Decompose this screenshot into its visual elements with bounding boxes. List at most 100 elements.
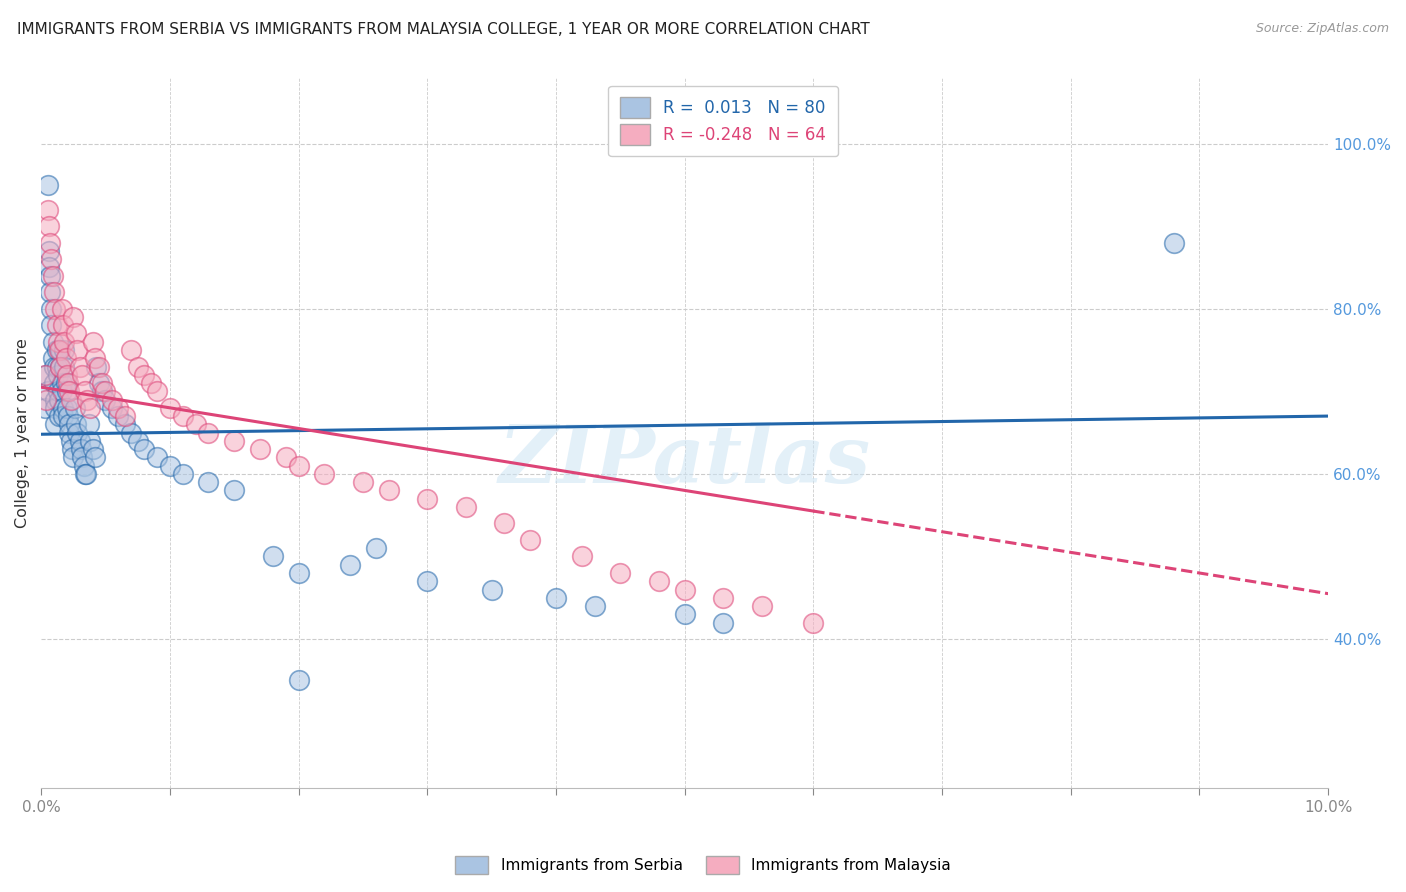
Point: [751, 599, 773, 613]
Text: IMMIGRANTS FROM SERBIA VS IMMIGRANTS FROM MALAYSIA COLLEGE, 1 YEAR OR MORE CORRE: IMMIGRANTS FROM SERBIA VS IMMIGRANTS FRO…: [17, 22, 870, 37]
Point: [48, 343, 70, 357]
Point: [44, 417, 66, 432]
Point: [53, 359, 76, 374]
Point: [146, 384, 169, 399]
Point: [377, 483, 399, 498]
Point: [37, 384, 59, 399]
Point: [75, 467, 97, 481]
Point: [76, 392, 98, 407]
Point: [101, 401, 124, 415]
Point: [127, 434, 149, 448]
Point: [673, 582, 696, 597]
Point: [62, 310, 84, 324]
Point: [42, 285, 65, 300]
Point: [65, 417, 87, 432]
Point: [82, 334, 104, 349]
Point: [45, 318, 67, 333]
Point: [224, 434, 246, 448]
Point: [60, 442, 83, 456]
Point: [41, 252, 63, 267]
Y-axis label: College, 1 year or more: College, 1 year or more: [15, 338, 30, 527]
Legend: R =  0.013   N = 80, R = -0.248   N = 64: R = 0.013 N = 80, R = -0.248 N = 64: [609, 86, 838, 156]
Point: [38, 260, 60, 275]
Legend: Immigrants from Serbia, Immigrants from Malaysia: Immigrants from Serbia, Immigrants from …: [449, 850, 957, 880]
Point: [51, 376, 73, 390]
Point: [609, 566, 631, 580]
Point: [37, 202, 59, 217]
Point: [63, 401, 86, 415]
Point: [45, 359, 67, 374]
Point: [58, 417, 80, 432]
Point: [132, 442, 155, 456]
Point: [197, 425, 219, 440]
Point: [55, 376, 77, 390]
Point: [73, 384, 96, 399]
Point: [45, 343, 67, 357]
Point: [127, 359, 149, 374]
Point: [77, 417, 100, 432]
Point: [44, 392, 66, 407]
Point: [49, 359, 72, 374]
Point: [86, 359, 108, 374]
Point: [711, 615, 734, 630]
Point: [114, 409, 136, 423]
Point: [94, 384, 117, 399]
Point: [101, 392, 124, 407]
Point: [711, 591, 734, 605]
Point: [274, 450, 297, 465]
Point: [416, 491, 439, 506]
Point: [41, 318, 63, 333]
Point: [454, 500, 477, 514]
Point: [44, 401, 66, 415]
Point: [35, 368, 58, 382]
Point: [648, 574, 671, 589]
Point: [287, 458, 309, 473]
Point: [352, 475, 374, 490]
Point: [146, 450, 169, 465]
Point: [73, 467, 96, 481]
Point: [39, 285, 62, 300]
Point: [519, 533, 541, 547]
Point: [69, 434, 91, 448]
Point: [58, 425, 80, 440]
Point: [62, 450, 84, 465]
Point: [35, 392, 58, 407]
Point: [107, 401, 129, 415]
Point: [72, 368, 94, 382]
Point: [224, 483, 246, 498]
Point: [481, 582, 503, 597]
Point: [46, 334, 69, 349]
Point: [84, 351, 107, 366]
Point: [49, 359, 72, 374]
Point: [132, 368, 155, 382]
Point: [56, 409, 79, 423]
Point: [364, 541, 387, 556]
Point: [673, 607, 696, 622]
Point: [87, 376, 110, 390]
Point: [87, 359, 110, 374]
Point: [37, 178, 59, 192]
Point: [44, 301, 66, 316]
Point: [90, 376, 112, 390]
Point: [583, 599, 606, 613]
Point: [159, 458, 181, 473]
Point: [41, 301, 63, 316]
Point: [314, 467, 336, 481]
Point: [59, 392, 82, 407]
Point: [52, 409, 75, 423]
Point: [120, 343, 142, 357]
Point: [59, 434, 82, 448]
Point: [56, 368, 79, 382]
Point: [107, 409, 129, 423]
Point: [41, 334, 63, 349]
Point: [48, 409, 70, 423]
Point: [52, 401, 75, 415]
Point: [90, 384, 112, 399]
Point: [65, 326, 87, 341]
Point: [38, 219, 60, 233]
Point: [72, 450, 94, 465]
Point: [172, 409, 194, 423]
Point: [94, 392, 117, 407]
Point: [46, 368, 69, 382]
Point: [139, 376, 162, 390]
